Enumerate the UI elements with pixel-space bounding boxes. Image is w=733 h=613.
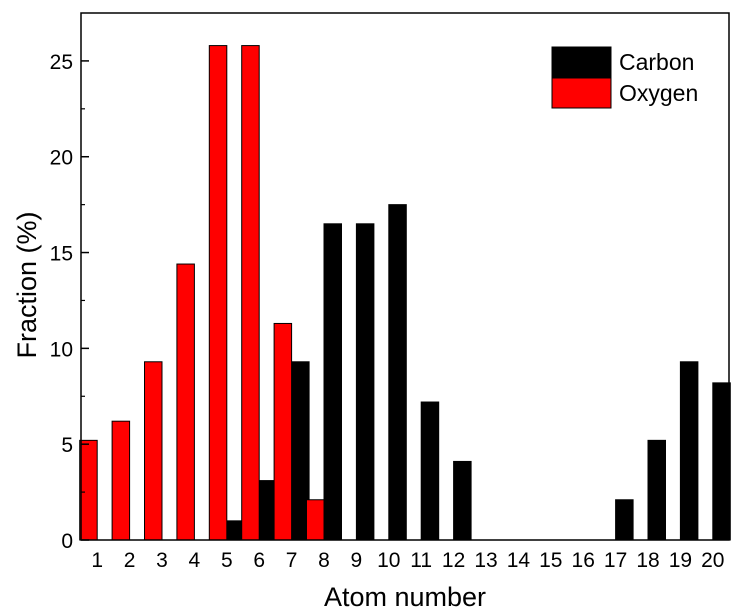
y-tick-label: 25 [50, 51, 73, 74]
legend-label-carbon: Carbon [619, 49, 694, 75]
y-tick-label: 0 [61, 530, 73, 553]
bar-oxygen-2 [111, 420, 131, 541]
bars-layer [79, 45, 731, 541]
bar-oxygen-5 [208, 45, 228, 541]
x-tick-label: 3 [156, 549, 168, 572]
legend-swatch-oxygen [551, 77, 612, 109]
legend-label-oxygen: Oxygen [619, 80, 698, 106]
x-tick-label: 13 [474, 549, 497, 572]
bar-carbon-10 [388, 204, 407, 541]
bar-carbon-8 [323, 223, 342, 541]
bar-oxygen-8 [306, 499, 325, 541]
bar-carbon-20 [712, 382, 731, 541]
x-tick-label: 15 [539, 549, 562, 572]
bar-carbon-18 [647, 439, 666, 541]
bar-carbon-19 [679, 361, 699, 541]
x-tick-label: 6 [253, 549, 265, 572]
bar-oxygen-7 [273, 322, 293, 541]
x-axis-label: Atom number [324, 582, 486, 612]
bar-oxygen-6 [241, 45, 260, 541]
x-tick-label: 10 [377, 549, 400, 572]
x-tick-label: 1 [91, 549, 103, 572]
bar-carbon-9 [355, 223, 375, 541]
x-tick-label: 7 [286, 549, 298, 572]
plot-frame [80, 12, 730, 541]
y-tick-label: 20 [50, 147, 73, 170]
x-tick-label: 5 [221, 549, 233, 572]
x-tick-label: 4 [189, 549, 201, 572]
legend: Carbon Oxygen [551, 46, 698, 109]
x-tick-label: 17 [604, 549, 627, 572]
x-tick-label: 2 [124, 549, 136, 572]
legend-swatch-carbon [551, 46, 612, 78]
x-tick-label: 8 [318, 549, 330, 572]
bar-carbon-12 [453, 460, 472, 541]
bar-oxygen-3 [144, 361, 163, 541]
x-tick-label: 11 [410, 549, 432, 572]
x-tick-label: 16 [572, 549, 595, 572]
x-tick-label: 19 [669, 549, 692, 572]
bar-carbon-17 [615, 499, 634, 541]
bar-oxygen-4 [176, 263, 195, 541]
x-tick-label: 14 [507, 549, 531, 572]
x-tick-label: 20 [701, 549, 724, 572]
y-tick-label: 10 [50, 338, 73, 361]
y-axis-label: Fraction (%) [12, 211, 42, 358]
x-tick-label: 9 [351, 549, 363, 572]
y-tick-label: 15 [50, 243, 73, 266]
bar-oxygen-1 [79, 439, 98, 541]
bar-carbon-11 [420, 401, 440, 541]
y-tick-label: 5 [61, 434, 73, 457]
x-tick-label: 12 [442, 549, 465, 572]
x-tick-label: 18 [636, 549, 659, 572]
